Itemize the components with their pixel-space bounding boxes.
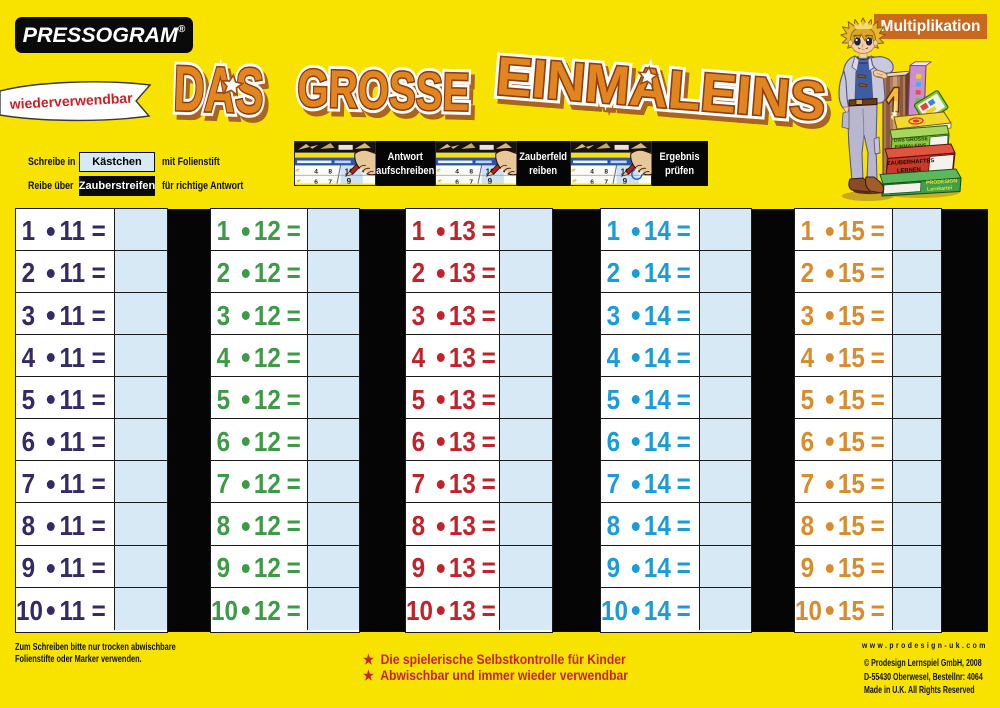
- svg-text:4: 4: [590, 168, 594, 175]
- svg-text:DAS: DAS: [173, 52, 265, 127]
- svg-text:9: 9: [347, 177, 352, 186]
- svg-text:PRODESIGN: PRODESIGN: [926, 178, 958, 186]
- svg-text:DAS GROSSE: DAS GROSSE: [894, 136, 929, 144]
- svg-text:6: 6: [455, 179, 459, 186]
- svg-text:Lernkartei: Lernkartei: [927, 185, 953, 193]
- svg-text:GROSSE: GROSSE: [301, 64, 474, 127]
- svg-text:6: 6: [314, 179, 318, 186]
- svg-text:8: 8: [328, 168, 332, 175]
- svg-text:EINMALEINS: EINMALEINS: [494, 46, 828, 132]
- svg-text:7: 7: [604, 179, 608, 186]
- svg-text:GROSSE: GROSSE: [297, 59, 470, 122]
- svg-text:6: 6: [590, 179, 594, 186]
- svg-text:GROSSE: GROSSE: [297, 59, 470, 122]
- svg-text:7: 7: [469, 179, 473, 186]
- svg-text:4: 4: [314, 168, 318, 175]
- svg-text:ZAUBERHAFTES: ZAUBERHAFTES: [887, 158, 935, 167]
- svg-text:wiederverwendbar: wiederverwendbar: [8, 90, 133, 112]
- svg-text:8: 8: [604, 168, 608, 175]
- svg-text:4: 4: [455, 168, 459, 175]
- svg-text:9: 9: [623, 177, 628, 186]
- svg-text:LERNEN: LERNEN: [897, 167, 921, 174]
- svg-text:DAS: DAS: [173, 52, 265, 127]
- svg-text:DAS: DAS: [176, 57, 268, 132]
- svg-text:9: 9: [488, 177, 493, 186]
- svg-text:8: 8: [469, 168, 473, 175]
- svg-text:7: 7: [328, 179, 332, 186]
